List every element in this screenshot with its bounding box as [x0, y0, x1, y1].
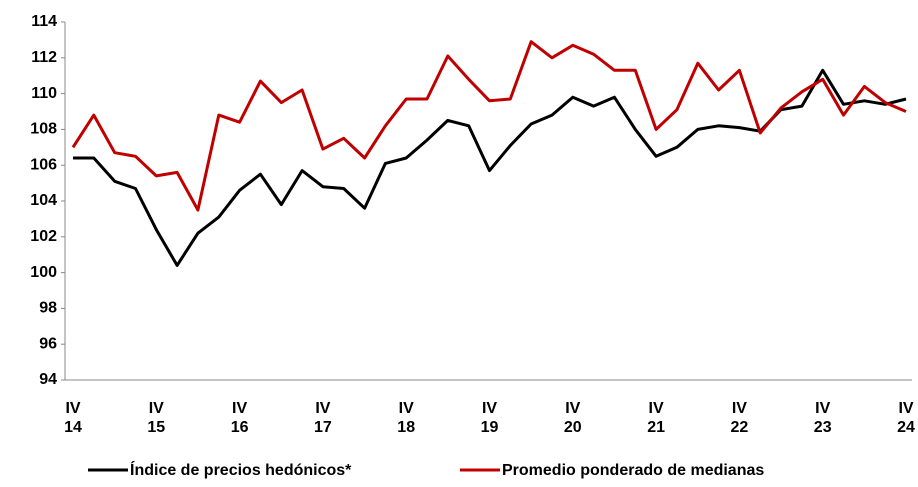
- y-tick-label: 112: [31, 49, 57, 66]
- x-tick-label: IV 21: [647, 400, 665, 436]
- x-tick-label: IV 22: [731, 400, 749, 436]
- y-tick-label: 98: [39, 300, 57, 317]
- x-tick-label: IV 24: [897, 400, 915, 436]
- y-tick-label: 100: [30, 264, 57, 281]
- x-tick-label: IV 16: [231, 400, 249, 436]
- y-tick-label: 106: [30, 156, 57, 173]
- y-tick-label: 94: [39, 371, 57, 388]
- x-tick-label: IV 15: [147, 400, 165, 436]
- y-tick-label: 108: [30, 121, 57, 138]
- x-tick-label: IV 14: [64, 400, 82, 436]
- x-tick-label: IV 18: [397, 400, 415, 436]
- x-tick-label: IV 20: [564, 400, 582, 436]
- x-tick-label: IV 19: [481, 400, 499, 436]
- x-tick-label: IV 23: [814, 400, 832, 436]
- legend-label: Índice de precios hedónicos*: [130, 460, 352, 479]
- series-line: [71, 40, 907, 212]
- x-tick-label: IV 17: [314, 400, 332, 436]
- y-tick-label: 102: [30, 228, 57, 245]
- y-tick-label: 96: [39, 335, 57, 352]
- legend-label: Promedio ponderado de medianas: [502, 462, 764, 479]
- y-tick-label: 104: [30, 192, 57, 209]
- y-tick-label: 114: [31, 13, 57, 30]
- y-tick-label: 110: [31, 85, 57, 102]
